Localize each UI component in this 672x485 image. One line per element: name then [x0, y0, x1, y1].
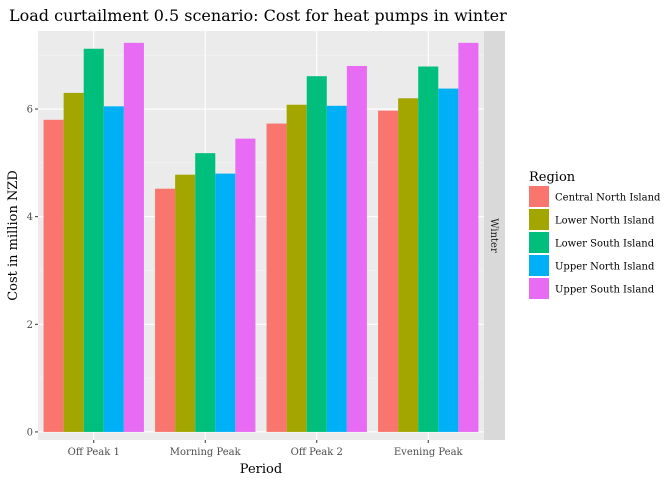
legend-swatch	[529, 209, 549, 230]
x-axis: Off Peak 1 Morning Peak Off Peak 2 Evening …	[68, 440, 464, 458]
bar	[63, 92, 84, 432]
bar	[438, 88, 459, 432]
legend-title: Region	[529, 170, 576, 185]
legend-label: Lower South Island	[555, 239, 655, 250]
bar	[458, 42, 479, 432]
bar	[235, 138, 256, 432]
x-tick-label: Off Peak 2	[291, 447, 343, 458]
chart-title: Load curtailment 0.5 scenario: Cost for …	[9, 6, 507, 25]
legend-swatch	[529, 278, 549, 299]
bar	[346, 65, 367, 432]
legend: Region Central North Island Lower North I…	[529, 170, 661, 299]
legend-label: Upper South Island	[555, 285, 655, 296]
legend-label: Upper North Island	[555, 262, 655, 273]
y-tick-label: 6	[27, 105, 33, 116]
bar	[378, 110, 399, 432]
facet-strip	[484, 31, 505, 440]
bar	[175, 174, 196, 432]
y-axis-title: Cost in million NZD	[6, 170, 21, 301]
y-tick-label: 0	[27, 427, 33, 438]
x-tick-label: Off Peak 1	[68, 447, 120, 458]
bar	[418, 66, 439, 432]
facet-strip-label: Winter	[488, 218, 499, 253]
bar	[215, 173, 236, 432]
x-tick-label: Evening Peak	[394, 447, 464, 458]
legend-swatch	[529, 186, 549, 207]
bars	[43, 42, 479, 432]
x-axis-title: Period	[240, 462, 282, 477]
y-tick-label: 4	[27, 212, 33, 223]
bar	[43, 119, 64, 432]
legend-label: Central North Island	[555, 193, 661, 204]
y-tick-label: 2	[27, 320, 33, 331]
bar	[398, 98, 419, 432]
bar	[103, 106, 124, 432]
bar	[306, 76, 327, 432]
legend-swatch	[529, 255, 549, 276]
bar	[83, 48, 104, 432]
y-axis: 0 2 4 6	[27, 105, 38, 438]
legend-label: Lower North Island	[555, 216, 655, 227]
bar	[286, 104, 307, 432]
legend-swatch	[529, 232, 549, 253]
bar	[326, 105, 347, 432]
bar	[155, 188, 176, 432]
bar	[266, 123, 287, 432]
bar	[195, 153, 216, 432]
x-tick-label: Morning Peak	[170, 447, 242, 458]
bar	[123, 42, 144, 432]
